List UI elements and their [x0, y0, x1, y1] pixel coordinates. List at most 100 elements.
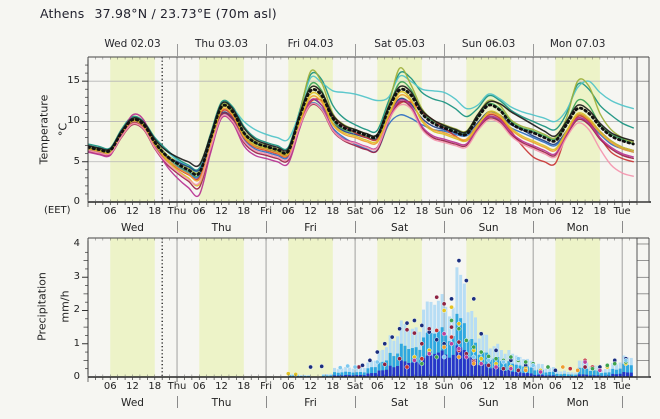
hour-tick-label: 06: [459, 206, 473, 217]
dots-green: [419, 361, 425, 367]
dots-magenta: [538, 369, 543, 375]
day-header-label: Mon 07.03: [549, 38, 606, 50]
dots-green: [486, 354, 491, 359]
dots-skyblue: [345, 363, 351, 369]
temperature-tick-label: 15: [67, 75, 80, 87]
day-boundary-label: Sat: [346, 381, 364, 392]
precipitation-tick-label: 3: [73, 271, 80, 283]
series-model-orange: [88, 94, 634, 182]
dots-navy: [434, 337, 440, 343]
temperature-series: [88, 67, 635, 198]
dots-navy: [412, 318, 417, 323]
hour-tick-label: 12: [304, 381, 317, 392]
dots-yellow: [478, 356, 484, 362]
day-separator: [266, 221, 268, 233]
dots-yellow: [441, 308, 447, 313]
hour-tick-label: 18: [504, 381, 518, 392]
precipitation-tick-label: 0: [73, 371, 80, 382]
hour-tick-label: 12: [215, 381, 228, 392]
dots-orange: [523, 367, 529, 373]
hour-tick-label: 12: [126, 206, 139, 217]
dots-skyblue: [337, 365, 343, 371]
dots-maroon: [426, 326, 432, 332]
day-header-label: Sat 05.03: [374, 38, 425, 50]
dots-navy: [471, 296, 477, 302]
dots-green: [612, 361, 618, 367]
hour-tick-label: 06: [281, 206, 295, 217]
dots-navy: [449, 296, 454, 302]
dots-navy: [493, 348, 499, 353]
dots-navy: [404, 320, 410, 326]
series-model-black: [88, 85, 635, 168]
dots-red: [419, 356, 425, 362]
page-title: Athens 37.98°N / 23.73°E (70m asl): [40, 6, 277, 21]
day-header-label: Fri 04.03: [287, 38, 334, 50]
day-boundary-label: Fri: [260, 381, 272, 392]
dots-green: [456, 326, 462, 332]
hour-tick-label: 06: [103, 381, 117, 392]
dots-green: [523, 359, 529, 365]
dots-navy: [397, 326, 402, 332]
hour-tick-label: 18: [593, 381, 607, 392]
dots-maroon: [441, 301, 447, 307]
day-boundary-label: Sat: [346, 206, 364, 217]
dots-skyblue: [486, 358, 491, 363]
day-boundary-label: Fri: [260, 206, 272, 217]
hour-tick-label: 06: [459, 381, 473, 392]
temperature-tick-label: 0: [73, 196, 80, 207]
dots-red: [449, 334, 454, 340]
day-name-label: Wed: [121, 397, 144, 409]
hour-tick-label: 18: [237, 206, 251, 217]
day-boundary-label: Mon: [522, 381, 544, 392]
hour-tick-label: 18: [148, 381, 162, 392]
dots-red: [404, 364, 410, 370]
hour-tick-label: 06: [192, 381, 206, 392]
series-model-pink: [88, 102, 634, 186]
hour-tick-label: 12: [393, 381, 406, 392]
dots-magenta: [464, 354, 469, 360]
hour-tick-label: 12: [215, 206, 228, 217]
hour-tick-label: 12: [571, 381, 584, 392]
hour-tick-label: 18: [504, 206, 518, 217]
dots-magenta: [412, 358, 417, 363]
dots-red: [434, 328, 440, 333]
dots-orange: [471, 361, 477, 367]
station-elevation: (70m asl): [215, 6, 277, 21]
day-boundary-label: Sun: [434, 381, 454, 392]
dots-green: [545, 364, 551, 370]
day-boundary-label: Tue: [613, 206, 631, 217]
dots-orange: [575, 367, 580, 373]
day-header-tick: [355, 44, 357, 57]
day-separator: [177, 396, 179, 408]
day-header-label: Sun 06.03: [461, 38, 516, 50]
dots-green: [434, 354, 440, 360]
hour-tick-label: 12: [393, 206, 406, 217]
hour-tick-label: 06: [192, 206, 206, 217]
hour-tick-label: 12: [571, 206, 584, 217]
series-model-gold: [88, 90, 634, 187]
dots-navy: [382, 341, 388, 347]
dots-skyblue: [530, 363, 536, 368]
hour-tick-label: 12: [482, 381, 495, 392]
dots-magenta: [426, 351, 432, 357]
day-separator: [622, 221, 624, 233]
dots-maroon: [486, 363, 491, 368]
hour-tick-label: 06: [281, 381, 295, 392]
dots-skyblue: [441, 354, 447, 360]
day-name-label: Mon: [566, 222, 589, 234]
precipitation-axis-label: Precipitation: [35, 272, 49, 341]
hour-tick-label: 18: [326, 206, 340, 217]
precipitation-tick-label: 1: [73, 337, 80, 349]
dots-navy: [553, 367, 558, 373]
dots-skyblue: [471, 354, 477, 360]
dots-magenta: [456, 346, 462, 352]
day-separator: [533, 221, 535, 233]
dots-magenta: [508, 366, 514, 372]
day-boundary-label: Sun: [434, 206, 454, 217]
dots-navy: [389, 334, 395, 340]
dots-green: [493, 356, 499, 362]
series-ensemble-mean: [88, 87, 635, 177]
dots-green: [471, 344, 477, 350]
dots-orange: [456, 354, 462, 360]
